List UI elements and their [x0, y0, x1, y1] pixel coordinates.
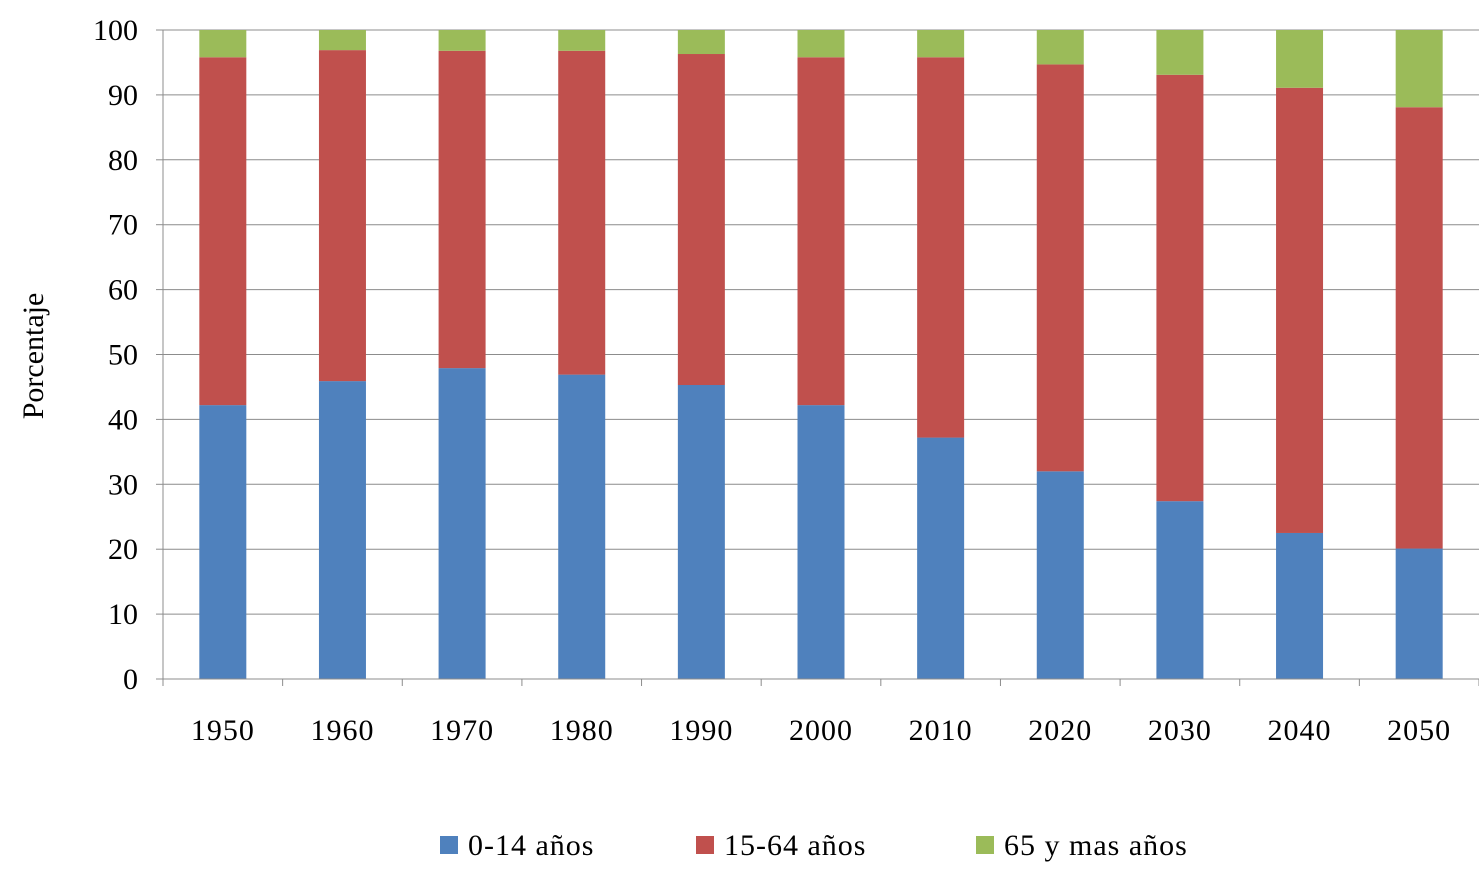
bar-segment-1-1970	[438, 368, 486, 679]
axes	[156, 29, 1479, 686]
bar-segment-2-2050	[1395, 107, 1443, 549]
legend-label: 0-14 años	[468, 829, 594, 862]
bar-segment-2-1960	[318, 50, 366, 382]
bar-segment-2-1950	[199, 57, 247, 406]
y-tick-label: 40	[108, 403, 138, 436]
bar-segment-3-1960	[318, 30, 366, 51]
bar-segment-3-1990	[677, 30, 725, 55]
x-tick-label: 2020	[1028, 714, 1092, 747]
x-tick-label: 2000	[789, 714, 853, 747]
legend-label: 65 y mas años	[1004, 829, 1188, 862]
bar-segment-3-2010	[917, 30, 965, 58]
y-tick-label: 30	[108, 468, 138, 501]
y-tick-label: 50	[108, 339, 138, 372]
y-tick-label: 90	[108, 79, 138, 112]
x-tick-label: 1990	[669, 714, 733, 747]
bar-segment-3-2000	[797, 30, 845, 58]
bar-segment-1-1990	[677, 385, 725, 679]
bar-segment-3-2040	[1276, 30, 1324, 88]
bar-segment-1-2010	[917, 437, 965, 679]
bars	[199, 30, 1443, 679]
x-tick-labels: 1950 1960 1970 1980 1990 2000 2010 2020 2030 2040…	[191, 714, 1451, 747]
bar-segment-1-2020	[1036, 471, 1084, 679]
bar-segment-1-1950	[199, 405, 247, 679]
y-tick-label: 10	[108, 598, 138, 631]
y-tick-label: 60	[108, 274, 138, 307]
y-tick-label: 20	[108, 533, 138, 566]
legend-label: 15-64 años	[724, 829, 866, 862]
bar-segment-2-1990	[677, 54, 725, 386]
bar-segment-3-1980	[558, 30, 606, 51]
legend: 0-14 años 15-64 años 65 y mas años	[440, 829, 1188, 862]
bar-segment-1-2050	[1395, 548, 1443, 679]
y-tick-label: 0	[123, 663, 138, 696]
bar-segment-3-1970	[438, 30, 486, 51]
y-tick-labels: 0 10 20 30 40 50 60 70 80 90 100	[93, 14, 138, 696]
bar-segment-2-2040	[1276, 87, 1324, 533]
y-tick-label: 80	[108, 144, 138, 177]
x-tick-label: 1960	[310, 714, 374, 747]
bar-segment-2-2000	[797, 57, 845, 406]
x-tick-label: 2030	[1148, 714, 1212, 747]
bar-segment-1-2030	[1156, 501, 1204, 679]
legend-swatch	[976, 836, 994, 854]
legend-swatch	[696, 836, 714, 854]
y-tick-label: 100	[93, 14, 138, 47]
bar-segment-1-2040	[1276, 532, 1324, 679]
bar-segment-1-1980	[558, 374, 606, 679]
bar-segment-2-2030	[1156, 74, 1204, 502]
legend-swatch	[440, 836, 458, 854]
bar-segment-3-2030	[1156, 30, 1204, 75]
x-tick-label: 2040	[1268, 714, 1332, 747]
bar-segment-3-1950	[199, 30, 247, 58]
bar-segment-1-1960	[318, 381, 366, 679]
x-tick-label: 2010	[909, 714, 973, 747]
bar-segment-3-2050	[1395, 30, 1443, 108]
y-tick-label: 70	[108, 209, 138, 242]
x-tick-label: 1980	[550, 714, 614, 747]
y-axis-label: Porcentaje	[17, 293, 50, 420]
x-tick-label: 2050	[1387, 714, 1451, 747]
bar-segment-1-2000	[797, 405, 845, 679]
x-tick-label: 1950	[191, 714, 255, 747]
bar-segment-2-1970	[438, 50, 486, 369]
bar-segment-2-2020	[1036, 64, 1084, 472]
bar-segment-2-1980	[558, 50, 606, 375]
bar-segment-2-2010	[917, 57, 965, 438]
x-tick-label: 1970	[430, 714, 494, 747]
bar-segment-3-2020	[1036, 30, 1084, 65]
